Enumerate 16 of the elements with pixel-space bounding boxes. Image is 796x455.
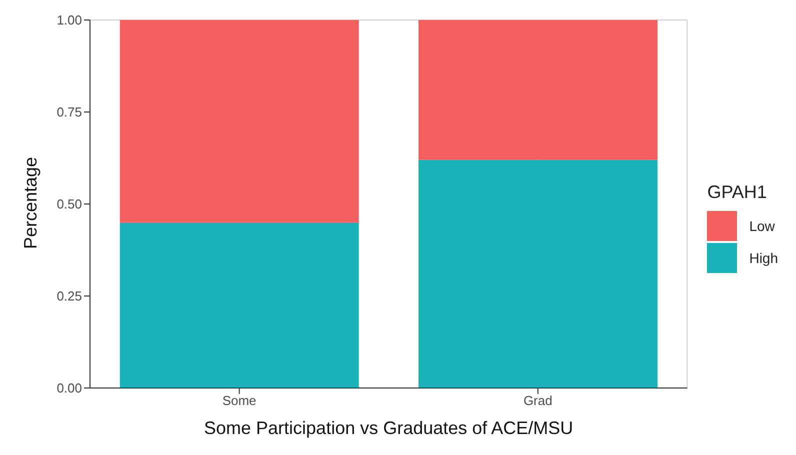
y-axis-title: Percentage	[20, 156, 40, 249]
x-tick-label: Grad	[523, 393, 552, 408]
legend-title: GPAH1	[707, 182, 768, 202]
bar	[418, 160, 658, 388]
bar	[120, 20, 359, 222]
bar	[418, 20, 658, 160]
y-tick-label: 1.00	[56, 12, 82, 28]
y-tick-label: 0.25	[56, 288, 82, 304]
x-axis-title: Some Participation vs Graduates of ACE/MSU	[204, 418, 574, 438]
legend-label: High	[749, 250, 778, 266]
legend-label: Low	[749, 218, 775, 234]
y-tick-label: 0.50	[56, 196, 82, 212]
x-tick-label: Some	[222, 393, 256, 408]
y-tick-label: 0.75	[56, 104, 82, 120]
bar	[120, 222, 359, 388]
y-tick-label: 0.00	[56, 380, 82, 396]
